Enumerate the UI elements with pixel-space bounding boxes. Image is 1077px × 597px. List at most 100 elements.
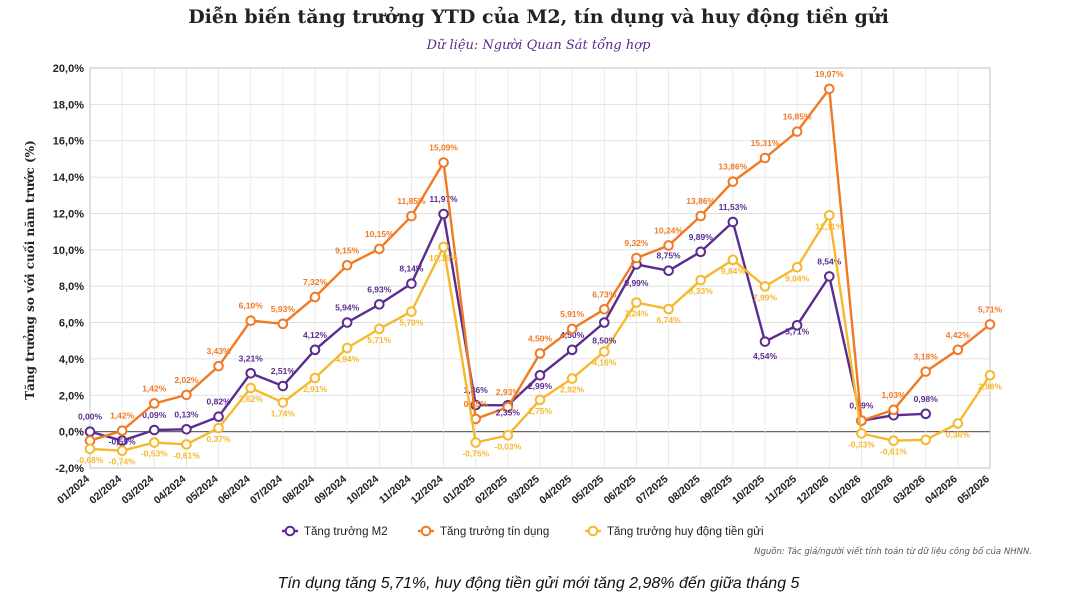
data-label: -0,03% xyxy=(494,441,521,451)
data-label: 2,35% xyxy=(496,407,521,417)
data-label: 5,70% xyxy=(399,318,424,328)
data-label: 1,42% xyxy=(110,411,135,421)
data-label: 13,86% xyxy=(686,196,715,206)
data-label: 8,75% xyxy=(657,251,682,261)
data-label: 4,94% xyxy=(335,354,360,364)
y-tick-label: 12,0% xyxy=(53,208,84,220)
data-label: 16,85% xyxy=(783,112,812,122)
data-point xyxy=(181,439,192,450)
x-tick-label: 03/2026 xyxy=(891,473,928,507)
data-label: 2,98% xyxy=(978,381,1003,391)
x-tick-label: 07/2024 xyxy=(248,473,285,507)
data-label: 2,92% xyxy=(560,385,585,395)
x-tick-label: 07/2025 xyxy=(634,473,671,507)
data-label: 0,82% xyxy=(207,397,232,407)
data-label: 4,16% xyxy=(592,358,617,368)
data-label: -0,75% xyxy=(462,449,489,459)
data-label: -0,74% xyxy=(109,457,136,467)
data-label: -0,59% xyxy=(109,436,136,446)
data-point xyxy=(888,404,899,416)
data-point xyxy=(823,209,835,221)
data-point xyxy=(663,265,674,277)
data-point xyxy=(727,176,739,187)
legend-marker xyxy=(587,525,599,537)
x-tick-label: 02/2025 xyxy=(473,473,510,507)
x-tick-label: 09/2025 xyxy=(698,473,735,507)
data-label: 8,50% xyxy=(592,335,617,345)
data-point xyxy=(148,398,160,409)
x-tick-label: 03/2024 xyxy=(119,473,156,507)
data-label: 3,18% xyxy=(914,352,939,362)
data-point xyxy=(341,342,353,354)
data-point xyxy=(888,435,899,447)
x-tick-label: 01/2024 xyxy=(55,473,92,507)
x-tick-label: 06/2025 xyxy=(602,473,639,507)
data-label: 13,86% xyxy=(718,162,747,172)
data-point xyxy=(341,317,353,328)
data-point xyxy=(406,278,417,289)
data-label: 7,32% xyxy=(303,277,328,287)
x-tick-label: 05/2025 xyxy=(569,473,606,507)
data-label: 3,21% xyxy=(239,353,264,363)
data-point xyxy=(438,157,449,168)
data-point xyxy=(373,243,385,255)
x-tick-label: 11/2025 xyxy=(763,473,799,506)
y-tick-label: 4,0% xyxy=(59,354,84,366)
data-point xyxy=(791,261,803,273)
data-point xyxy=(695,274,707,286)
chart-subtitle: Dữ liệu: Người Quan Sát tổng hợp xyxy=(426,38,651,53)
data-point xyxy=(470,437,482,448)
legend-marker xyxy=(284,525,296,537)
data-label: 8,33% xyxy=(689,286,714,296)
data-label: 5,71% xyxy=(978,304,1003,314)
data-label: 0,37% xyxy=(207,434,232,444)
data-label: 9,99% xyxy=(624,278,649,288)
data-point xyxy=(534,394,546,406)
y-tick-label: 16,0% xyxy=(53,136,84,148)
data-point xyxy=(502,401,514,413)
legend-marker xyxy=(420,525,432,537)
x-tick-label: 04/2026 xyxy=(923,473,960,507)
legend-item-1[interactable]: Tăng trưởng M2 xyxy=(282,525,388,538)
data-label: 4,50% xyxy=(560,330,585,340)
legend[interactable]: Tăng trưởng M2 Tăng trưởng tín dụng Tăng t… xyxy=(282,525,764,538)
y-axis-ticks: -2,0% 0,0% 2,0% 4,0% 6,0% 8,0% 10,0% 12,0% 14,0%… xyxy=(53,63,84,475)
legend-item-3[interactable]: Tăng trưởng huy động tiền gửi xyxy=(585,525,764,538)
data-point xyxy=(309,344,321,356)
data-point xyxy=(309,291,321,303)
data-point xyxy=(245,315,257,327)
source-note: Nguồn: Tác giả/người viết tính toán từ d… xyxy=(754,547,1032,557)
legend-label: Tăng trưởng M2 xyxy=(304,526,388,538)
data-label: 6,93% xyxy=(367,284,392,294)
data-label: 3,43% xyxy=(207,346,232,356)
y-tick-label: -2,0% xyxy=(55,463,84,475)
data-point xyxy=(373,323,385,335)
y-tick-label: 0,0% xyxy=(59,427,84,439)
data-label: 1,42% xyxy=(142,383,167,393)
data-point xyxy=(566,323,578,335)
data-point xyxy=(148,437,160,448)
x-tick-label: 06/2024 xyxy=(216,473,253,507)
data-label: 1,75% xyxy=(528,406,553,416)
y-tick-label: 10,0% xyxy=(53,245,84,257)
data-label: 2,99% xyxy=(528,381,553,391)
data-label: 9,04% xyxy=(785,273,810,283)
data-point xyxy=(245,367,257,379)
data-label: 5,71% xyxy=(367,335,392,345)
data-point xyxy=(823,271,835,282)
data-label: 4,54% xyxy=(753,351,778,361)
data-label: 8,14% xyxy=(399,264,424,274)
data-point xyxy=(759,336,771,347)
data-point xyxy=(952,344,964,356)
data-label: 10,15% xyxy=(365,229,394,239)
data-point xyxy=(856,428,867,439)
legend-item-2[interactable]: Tăng trưởng tín dụng xyxy=(418,525,549,538)
x-tick-label: 09/2024 xyxy=(312,473,349,507)
data-point xyxy=(534,369,546,381)
series-2: 1,42% 1,42% 2,02% 3,43% 6,10% 5,93% 7,32% 9,15%… xyxy=(84,69,1003,447)
data-label: 6,10% xyxy=(239,301,264,311)
data-label: -0,61% xyxy=(880,447,907,457)
y-tick-label: 6,0% xyxy=(59,318,84,330)
data-label: 7,99% xyxy=(753,292,778,302)
y-axis-label: Tăng trưởng so với cuối năm trước (%) xyxy=(22,140,37,400)
